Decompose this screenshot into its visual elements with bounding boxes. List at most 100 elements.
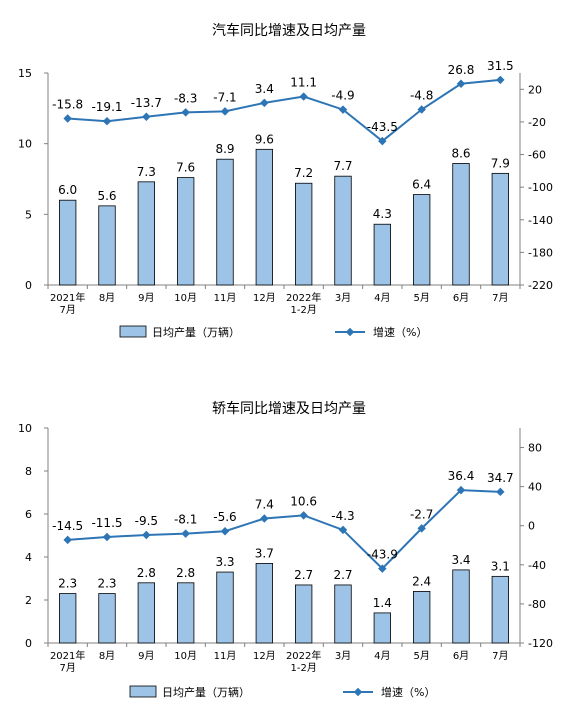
x-axis-category-label: 7月 — [59, 304, 75, 316]
bar — [452, 569, 470, 644]
x-axis-category-label: 11月 — [214, 650, 237, 662]
growth-point — [456, 79, 466, 89]
x-axis-category-label: 2021年 — [50, 649, 85, 662]
x-axis-category-label: 5月 — [413, 650, 429, 662]
growth-point — [102, 116, 112, 126]
legend-bar-label: 日均产量（万辆） — [152, 325, 240, 339]
bar — [216, 571, 234, 644]
x-axis-category-label: 1-2月 — [290, 304, 316, 316]
bar — [491, 172, 509, 286]
growth-point — [378, 136, 387, 146]
left-axis-tick-label: 2 — [25, 594, 32, 607]
growth-line — [67, 78, 501, 143]
bar-data-label: 1.4 — [373, 596, 392, 610]
growth-point — [378, 564, 387, 573]
line-data-label: 26.8 — [448, 63, 475, 77]
growth-point — [181, 529, 190, 538]
bar-data-label: 3.1 — [491, 559, 510, 573]
growth-point — [496, 75, 505, 85]
growth-point — [456, 485, 466, 495]
x-axis-category-label: 4月 — [374, 650, 390, 662]
x-axis-category-label: 9月 — [138, 292, 154, 304]
bar-data-label: 7.6 — [176, 161, 195, 175]
x-axis-category-label: 8月 — [99, 292, 115, 304]
bar-data-label: 2.8 — [176, 566, 195, 580]
growth-point — [496, 487, 505, 497]
right-axis-tick-label: 0 — [528, 520, 535, 533]
bar-data-label: 7.7 — [333, 159, 352, 173]
bar-data-label: 7.3 — [137, 165, 156, 179]
bar-data-label: 7.2 — [294, 166, 313, 180]
x-axis-category-label: 10月 — [174, 292, 197, 304]
x-axis-category-label: 12月 — [253, 650, 276, 662]
growth-point — [417, 105, 426, 114]
line-data-label: 3.4 — [255, 82, 274, 96]
line-data-label: -7.1 — [213, 90, 236, 104]
line-data-label: 31.5 — [487, 59, 514, 73]
x-axis-category-label: 8月 — [99, 650, 115, 662]
bar-data-label: 9.6 — [255, 132, 274, 146]
growth-point — [338, 105, 348, 114]
x-axis-category-label: 11月 — [214, 292, 237, 304]
bar — [295, 584, 313, 644]
left-axis-tick-label: 6 — [25, 508, 32, 521]
left-axis-tick-label: 5 — [25, 208, 32, 221]
bar-data-label: 5.6 — [97, 189, 116, 203]
legend-bar-swatch — [129, 685, 157, 698]
bar — [334, 584, 352, 644]
right-axis-tick-label: -40 — [528, 559, 546, 572]
legend-line-marker — [353, 687, 363, 697]
line-data-label: -2.7 — [410, 507, 433, 521]
x-axis-category-label: 1-2月 — [290, 662, 316, 674]
right-axis-tick-label: -180 — [528, 246, 553, 259]
left-axis-tick-label: 8 — [25, 465, 32, 478]
x-axis-category-label: 5月 — [413, 292, 429, 304]
line-data-label: 11.1 — [290, 76, 317, 90]
bar-data-label: 2.7 — [333, 568, 352, 582]
left-axis-tick-label: 10 — [18, 422, 32, 435]
x-axis-category-label: 2022年 — [286, 649, 321, 662]
legend-bar-label: 日均产量（万辆） — [162, 685, 250, 699]
growth-point — [338, 525, 348, 535]
line-data-label: -15.8 — [52, 97, 83, 111]
growth-point — [417, 524, 426, 533]
x-axis-category-label: 7月 — [492, 650, 508, 662]
bar-data-label: 3.3 — [215, 555, 234, 569]
bar-data-label: 6.4 — [412, 178, 431, 192]
line-data-label: -43.9 — [367, 548, 398, 562]
x-axis-category-label: 7月 — [492, 292, 508, 304]
growth-point — [299, 511, 308, 520]
bar — [373, 223, 391, 286]
right-axis-tick-label: 80 — [528, 442, 542, 455]
right-axis-tick-label: -100 — [528, 181, 553, 194]
bar-data-label: 8.6 — [451, 146, 470, 160]
x-axis-category-label: 2021年 — [50, 291, 85, 304]
left-axis-tick-label: 4 — [25, 551, 32, 564]
right-axis-tick-label: -120 — [528, 637, 553, 650]
bar — [98, 593, 116, 644]
left-axis-tick-label: 0 — [25, 637, 32, 650]
bar — [59, 199, 77, 286]
line-data-label: -19.1 — [91, 100, 122, 114]
bar — [491, 575, 509, 644]
growth-point — [220, 107, 230, 116]
x-axis-category-label: 6月 — [453, 650, 469, 662]
bar — [137, 181, 155, 286]
bar-data-label: 2.3 — [97, 577, 116, 591]
bar — [216, 158, 234, 286]
bar-data-label: 2.4 — [412, 574, 431, 588]
bar — [98, 205, 116, 286]
growth-point — [63, 535, 72, 545]
x-axis-category-label: 12月 — [253, 292, 276, 304]
bar — [373, 612, 391, 644]
growth-point — [299, 92, 308, 101]
legend-bar-swatch — [119, 325, 147, 338]
car-chart: 汽车同比增速及日均产量 0 5 10 15 20 -20 -60 -100 -140 -180 -2… — [18, 23, 553, 339]
right-axis-tick-label: 20 — [528, 83, 542, 96]
left-axis-tick-label: 10 — [18, 138, 32, 151]
growth-point — [220, 526, 230, 536]
line-data-label: -8.3 — [174, 91, 197, 105]
chart-title: 汽车同比增速及日均产量 — [212, 23, 366, 39]
